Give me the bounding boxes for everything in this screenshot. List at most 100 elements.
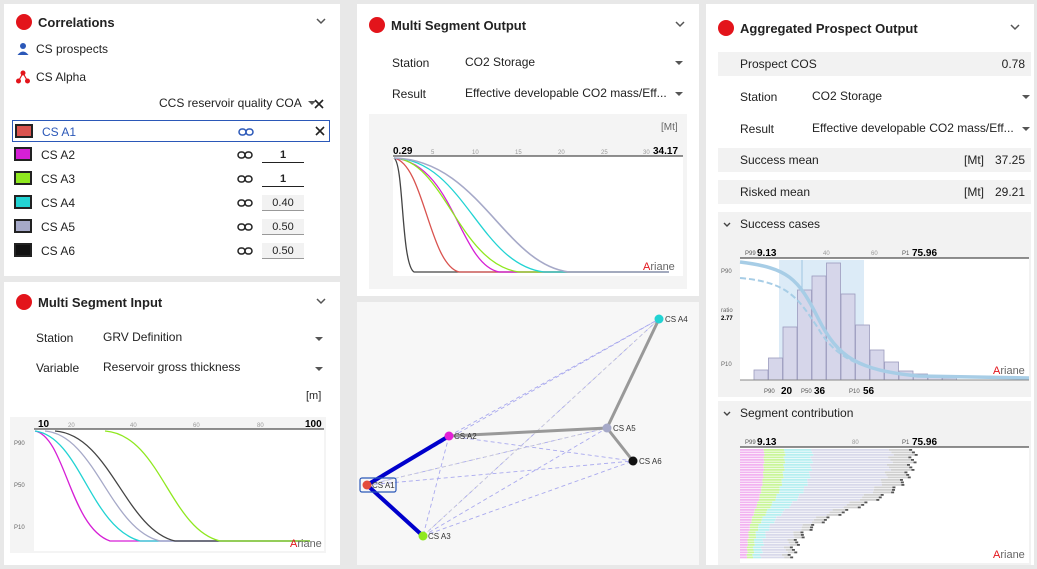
brand-logo: Ariane xyxy=(993,365,1025,377)
correlation-value-input[interactable]: 1 xyxy=(262,147,304,163)
segment-bar-end xyxy=(911,469,915,471)
correlation-row[interactable]: CS A6 0.50 xyxy=(12,240,330,262)
segment-bar xyxy=(749,529,759,531)
link-icon[interactable] xyxy=(238,127,254,137)
apo-result-label: Result xyxy=(740,122,775,136)
segment-name: CS A3 xyxy=(41,172,76,186)
segment-bar xyxy=(740,499,760,501)
link-icon[interactable] xyxy=(237,174,253,184)
seg-p1: 75.96 xyxy=(912,437,937,448)
success-mean-row: Success mean [Mt] 37.25 xyxy=(718,148,1031,172)
hist-cdf-curve xyxy=(739,260,1030,380)
segment-bar xyxy=(740,504,757,506)
node-a5[interactable] xyxy=(602,423,612,433)
segment-bar xyxy=(873,489,893,491)
segment-bar xyxy=(748,531,756,534)
link-icon[interactable] xyxy=(237,198,253,208)
segment-bar xyxy=(776,494,800,496)
segment-bar xyxy=(781,554,788,556)
segment-bar xyxy=(740,556,748,559)
segment-bar xyxy=(754,511,767,514)
mso-header[interactable]: Multi Segment Output xyxy=(369,13,687,37)
caret-down-icon[interactable] xyxy=(675,61,683,65)
node-a2[interactable] xyxy=(444,431,454,441)
prospect-cos-row: Prospect COS 0.78 xyxy=(718,52,1031,76)
node-a6[interactable] xyxy=(628,456,638,466)
correlation-row[interactable]: CS A4 0.40 xyxy=(12,192,330,214)
segment-contribution-label[interactable]: Segment contribution xyxy=(740,406,854,420)
apo-result-select[interactable]: Effective developable CO2 mass/Eff... xyxy=(812,121,1014,135)
node-a4[interactable] xyxy=(654,314,664,324)
close-icon[interactable] xyxy=(314,99,324,109)
correlation-row[interactable]: CS A1 xyxy=(12,120,330,142)
coa-select[interactable]: CCS reservoir quality COA xyxy=(159,96,316,110)
close-icon[interactable] xyxy=(315,126,325,136)
success-cases-label[interactable]: Success cases xyxy=(740,217,821,231)
mso-result-select[interactable]: Effective developable CO2 mass/Eff... xyxy=(465,86,667,100)
chevron-down-icon[interactable] xyxy=(314,294,328,308)
segment-bar xyxy=(754,551,763,554)
msi-station-select[interactable]: GRV Definition xyxy=(103,330,183,344)
segment-bar xyxy=(794,536,802,539)
segment-bar xyxy=(813,454,894,456)
caret-down-icon[interactable] xyxy=(1022,127,1030,131)
correlation-value-input[interactable]: 0.50 xyxy=(262,219,304,235)
link-icon[interactable] xyxy=(237,150,253,160)
correlation-value-input[interactable]: 0.40 xyxy=(262,195,304,211)
segment-bar xyxy=(765,514,782,516)
msi-variable-select[interactable]: Reservoir gross thickness xyxy=(103,360,241,374)
node-a3[interactable] xyxy=(418,531,428,541)
link-icon[interactable] xyxy=(237,246,253,256)
segment-bar xyxy=(782,471,810,474)
segment-bar xyxy=(754,544,764,546)
color-swatch xyxy=(14,195,32,209)
apo-header[interactable]: Aggregated Prospect Output xyxy=(718,16,1022,40)
msi-tick: 20 xyxy=(68,423,75,429)
segment-bar xyxy=(793,531,801,534)
alpha-row[interactable]: CS Alpha xyxy=(16,70,86,84)
correlation-value-input[interactable]: 1 xyxy=(262,171,304,187)
node-a1[interactable] xyxy=(362,480,372,490)
correlation-value-input[interactable]: 0.50 xyxy=(262,243,304,259)
segment-bar xyxy=(859,499,877,501)
chevron-down-icon[interactable] xyxy=(722,409,732,419)
chevron-down-icon[interactable] xyxy=(673,17,687,31)
caret-down-icon[interactable] xyxy=(315,337,323,341)
chevron-down-icon[interactable] xyxy=(314,14,328,28)
segment-bar xyxy=(740,484,763,486)
correlation-row[interactable]: CS A5 0.50 xyxy=(12,216,330,238)
segment-bar xyxy=(740,491,762,494)
msi-header[interactable]: Multi Segment Input xyxy=(16,290,328,314)
segment-bar xyxy=(755,534,766,536)
msi-ylabel: P50 xyxy=(14,483,25,489)
link-icon[interactable] xyxy=(237,222,253,232)
segment-bar xyxy=(763,466,785,469)
segment-bar xyxy=(892,461,914,464)
correlations-header[interactable]: Correlations xyxy=(16,10,328,34)
apo-station-select[interactable]: CO2 Storage xyxy=(812,89,883,103)
chevron-down-icon[interactable] xyxy=(1008,20,1022,34)
correlation-row[interactable]: CS A3 1 xyxy=(12,168,330,190)
chevron-down-icon[interactable] xyxy=(722,220,732,230)
segment-bar xyxy=(762,479,782,481)
msi-tick: 40 xyxy=(130,423,137,429)
segment-bar xyxy=(749,524,759,526)
segment-bar xyxy=(803,491,873,494)
segment-bar xyxy=(762,484,782,486)
segment-bar xyxy=(761,556,785,559)
segment-bar xyxy=(872,491,892,494)
segment-bar-end xyxy=(907,476,911,479)
segment-bar xyxy=(762,481,782,484)
segment-bar xyxy=(769,526,802,529)
caret-down-icon[interactable] xyxy=(1022,95,1030,99)
correlation-row[interactable]: CS A2 1 xyxy=(12,144,330,166)
hist-p50-label: P50 xyxy=(801,389,812,395)
prospects-row[interactable]: CS prospects xyxy=(16,42,108,56)
caret-down-icon[interactable] xyxy=(315,367,323,371)
mso-panel: Multi Segment Output Station CO2 Storage… xyxy=(357,4,699,296)
segment-bar-end xyxy=(811,524,815,526)
caret-down-icon[interactable] xyxy=(675,92,683,96)
segment-bar xyxy=(760,554,782,556)
segment-bar-end xyxy=(809,529,813,531)
mso-station-select[interactable]: CO2 Storage xyxy=(465,55,536,69)
